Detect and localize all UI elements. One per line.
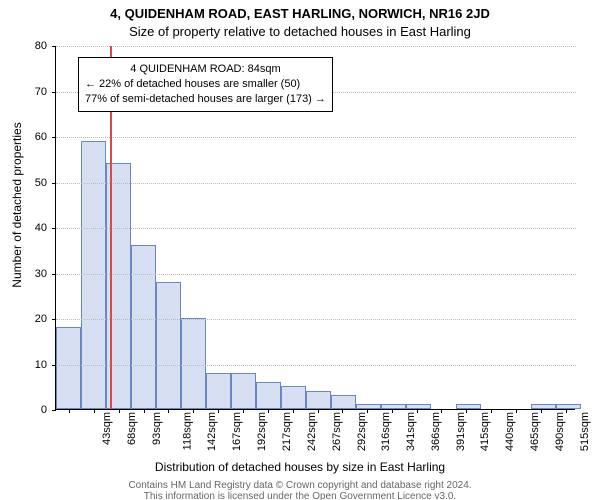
xtick-label: 316sqm bbox=[380, 412, 392, 451]
xtick-label: 292sqm bbox=[356, 412, 368, 451]
histogram-bar bbox=[306, 391, 331, 409]
histogram-bar bbox=[231, 373, 256, 409]
footer-attribution: Contains HM Land Registry data © Crown c… bbox=[0, 480, 600, 500]
ytick-mark bbox=[52, 228, 56, 229]
ytick-mark bbox=[52, 183, 56, 184]
histogram-bar bbox=[406, 404, 431, 409]
ytick-label: 40 bbox=[0, 222, 47, 234]
xtick-mark bbox=[392, 409, 393, 413]
xtick-label: 515sqm bbox=[579, 412, 591, 451]
xtick-label: 391sqm bbox=[455, 412, 467, 451]
xtick-label: 440sqm bbox=[504, 412, 516, 451]
ytick-label: 70 bbox=[0, 86, 47, 98]
xtick-label: 415sqm bbox=[479, 412, 491, 451]
xtick-mark bbox=[541, 409, 542, 413]
xtick-mark bbox=[491, 409, 492, 413]
y-axis-label: Number of detached properties bbox=[10, 0, 30, 410]
footer-line1: Contains HM Land Registry data © Crown c… bbox=[128, 480, 471, 491]
chart-title-line2: Size of property relative to detached ho… bbox=[0, 24, 600, 39]
ytick-mark bbox=[52, 137, 56, 138]
xtick-mark bbox=[293, 409, 294, 413]
ytick-label: 0 bbox=[0, 404, 47, 416]
gridline bbox=[56, 228, 576, 229]
annotation-line: ← 22% of detached houses are smaller (50… bbox=[85, 77, 326, 92]
ytick-label: 20 bbox=[0, 313, 47, 325]
gridline bbox=[56, 137, 576, 138]
gridline bbox=[56, 46, 576, 47]
histogram-bar bbox=[206, 373, 231, 409]
gridline bbox=[56, 274, 576, 275]
ytick-label: 50 bbox=[0, 177, 47, 189]
xtick-label: 118sqm bbox=[181, 412, 193, 450]
histogram-bar bbox=[56, 327, 81, 409]
xtick-label: 93sqm bbox=[151, 412, 163, 445]
annotation-box: 4 QUIDENHAM ROAD: 84sqm← 22% of detached… bbox=[78, 57, 333, 112]
xtick-mark bbox=[566, 409, 567, 413]
xtick-label: 341sqm bbox=[405, 412, 417, 451]
xtick-mark bbox=[168, 409, 169, 413]
xtick-label: 142sqm bbox=[206, 412, 218, 451]
xtick-label: 68sqm bbox=[126, 412, 138, 445]
histogram-bar bbox=[356, 404, 381, 409]
ytick-label: 30 bbox=[0, 268, 47, 280]
chart-canvas: 4, QUIDENHAM ROAD, EAST HARLING, NORWICH… bbox=[0, 0, 600, 500]
xtick-mark bbox=[243, 409, 244, 413]
ytick-mark bbox=[52, 365, 56, 366]
histogram-bar bbox=[456, 404, 481, 409]
xtick-label: 267sqm bbox=[331, 412, 343, 451]
histogram-bar bbox=[281, 386, 306, 409]
xtick-mark bbox=[119, 409, 120, 413]
ytick-mark bbox=[52, 46, 56, 47]
ytick-mark bbox=[52, 410, 56, 411]
xtick-label: 43sqm bbox=[101, 412, 113, 445]
histogram-bar bbox=[256, 382, 281, 409]
histogram-bar bbox=[331, 395, 356, 409]
annotation-line: 4 QUIDENHAM ROAD: 84sqm bbox=[85, 62, 326, 77]
xtick-label: 366sqm bbox=[430, 412, 442, 451]
ytick-label: 80 bbox=[0, 40, 47, 52]
annotation-line: 77% of semi-detached houses are larger (… bbox=[85, 92, 326, 107]
footer-line2: This information is licensed under the O… bbox=[144, 491, 456, 500]
xtick-label: 217sqm bbox=[281, 412, 293, 451]
gridline bbox=[56, 183, 576, 184]
ytick-mark bbox=[52, 92, 56, 93]
ytick-label: 10 bbox=[0, 359, 47, 371]
ytick-mark bbox=[52, 319, 56, 320]
ytick-mark bbox=[52, 274, 56, 275]
xtick-mark bbox=[417, 409, 418, 413]
histogram-bar bbox=[131, 245, 156, 409]
histogram-bar bbox=[556, 404, 581, 409]
xtick-mark bbox=[318, 409, 319, 413]
histogram-bar bbox=[156, 282, 181, 409]
xtick-mark bbox=[268, 409, 269, 413]
chart-title-line1: 4, QUIDENHAM ROAD, EAST HARLING, NORWICH… bbox=[0, 6, 600, 21]
xtick-mark bbox=[69, 409, 70, 413]
xtick-mark bbox=[218, 409, 219, 413]
histogram-bar bbox=[531, 404, 556, 409]
x-axis-label: Distribution of detached houses by size … bbox=[0, 460, 600, 474]
gridline bbox=[56, 365, 576, 366]
xtick-label: 242sqm bbox=[306, 412, 318, 451]
xtick-label: 167sqm bbox=[231, 412, 243, 451]
xtick-mark bbox=[144, 409, 145, 413]
xtick-label: 490sqm bbox=[554, 412, 566, 451]
xtick-label: 192sqm bbox=[256, 412, 268, 451]
histogram-bar bbox=[381, 404, 406, 409]
histogram-bar bbox=[81, 141, 106, 409]
xtick-mark bbox=[94, 409, 95, 413]
ytick-label: 60 bbox=[0, 131, 47, 143]
histogram-bar bbox=[181, 318, 206, 409]
xtick-mark bbox=[516, 409, 517, 413]
gridline bbox=[56, 319, 576, 320]
xtick-label: 465sqm bbox=[529, 412, 541, 451]
